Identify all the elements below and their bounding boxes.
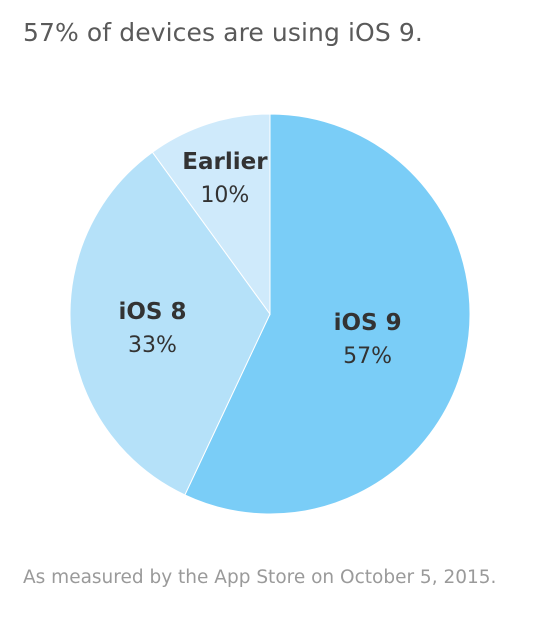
slice-label-name: iOS 8 bbox=[118, 299, 186, 325]
slice-label-name: Earlier bbox=[182, 149, 268, 175]
pie-slice-earlier bbox=[151, 113, 271, 316]
pie-labels: iOS 9 57% iOS 8 33% Earlier 10% bbox=[118, 149, 401, 369]
footnote: As measured by the App Store on October … bbox=[23, 567, 497, 588]
page-title: 57% of devices are using iOS 9. bbox=[23, 18, 423, 47]
slice-label-value: 57% bbox=[343, 344, 392, 369]
pie-slices bbox=[69, 113, 471, 515]
pie-slice-ios-8 bbox=[69, 151, 271, 496]
slice-label-value: 33% bbox=[128, 333, 177, 358]
pie-slice-ios-9 bbox=[184, 113, 471, 515]
slice-label-value: 10% bbox=[200, 183, 249, 208]
slice-label-name: iOS 9 bbox=[334, 310, 402, 336]
